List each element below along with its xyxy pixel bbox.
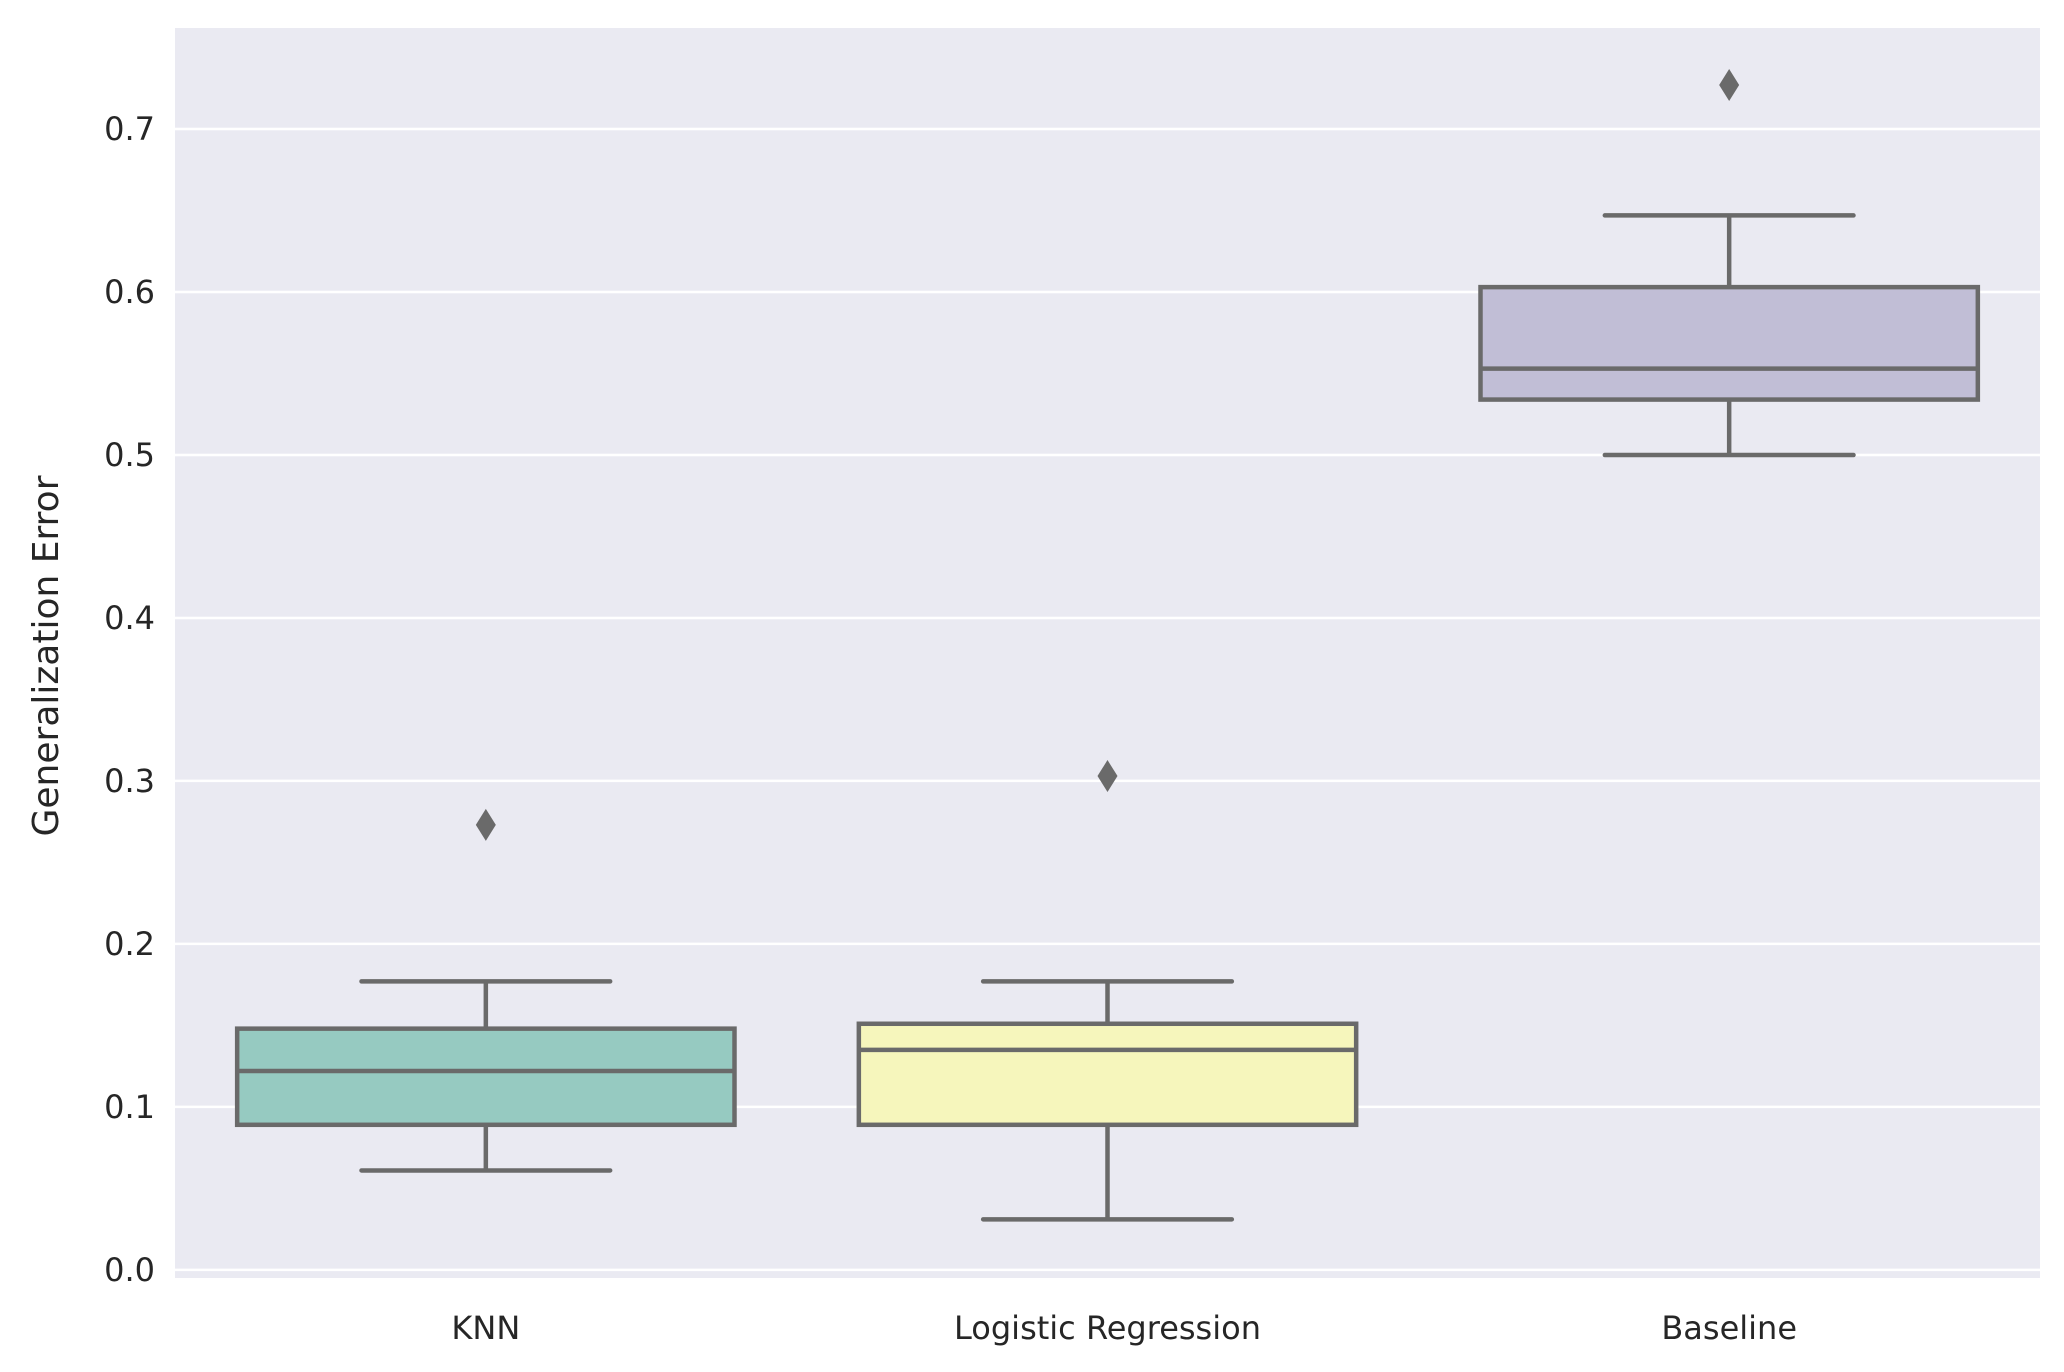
- y-tick-label: 0.4: [104, 599, 155, 637]
- x-tick-label: KNN: [451, 1309, 520, 1347]
- outlier-marker: [475, 808, 496, 841]
- y-tick-label: 0.7: [104, 110, 155, 148]
- y-tick-label: 0.3: [104, 762, 155, 800]
- x-tick-label: Baseline: [1661, 1309, 1797, 1347]
- y-tick-label: 0.2: [104, 925, 155, 963]
- box-group-knn: [234, 808, 737, 1173]
- box-group-logistic-regression: [856, 760, 1359, 1222]
- outlier-marker: [1097, 760, 1118, 793]
- y-tick-label: 0.0: [104, 1251, 155, 1289]
- box-group-baseline: [1478, 69, 1981, 458]
- interquartile-box: [1478, 284, 1981, 402]
- x-axis-ticks: KNN Logistic Regression Baseline: [451, 1309, 1797, 1347]
- y-axis-ticks: 0.0 0.1 0.2 0.3 0.4 0.5 0.6 0.7: [104, 110, 155, 1289]
- y-tick-label: 0.5: [104, 436, 155, 474]
- interquartile-box: [234, 1026, 737, 1128]
- interquartile-box: [856, 1021, 1359, 1128]
- y-tick-label: 0.6: [104, 273, 155, 311]
- y-tick-label: 0.1: [104, 1088, 155, 1126]
- y-axis-title: Generalization Error: [26, 475, 67, 836]
- outlier-marker: [1719, 69, 1740, 102]
- box-series: [234, 69, 1981, 1222]
- x-tick-label: Logistic Regression: [954, 1309, 1261, 1347]
